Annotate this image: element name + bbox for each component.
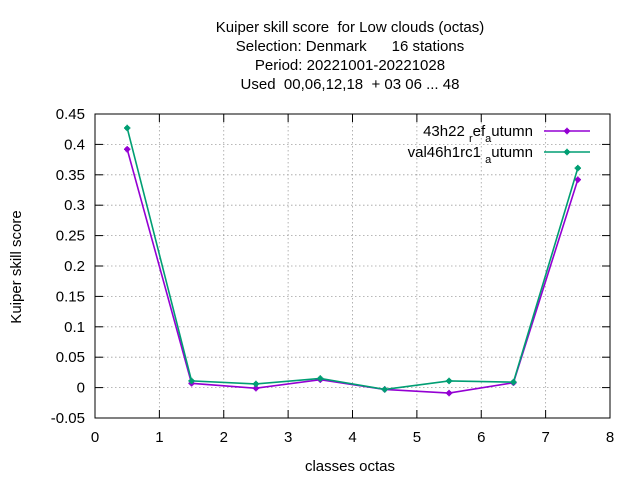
legend-label: 43h22 refautumn [423,123,533,145]
x-axis-label: classes octas [305,458,395,475]
y-tick-label: -0.05 [51,410,85,427]
y-tick-label: 0.25 [56,228,85,245]
legend-label-part: a [485,133,492,145]
x-tick-label: 4 [348,429,356,446]
legend-marker-dot [564,128,570,134]
x-tick-label: 3 [284,429,292,446]
x-tick-label: 6 [477,429,485,446]
y-tick-label: 0.4 [64,136,85,153]
legend-label-part: a [485,154,492,166]
y-tick-label: 0.45 [56,106,85,123]
y-tick-label: 0.05 [56,349,85,366]
data-point-dot [253,385,259,391]
title-line: Selection: Denmark 16 stations [236,38,464,55]
data-point-dot [124,146,130,152]
y-tick-label: 0.35 [56,167,85,184]
series-line [126,127,579,391]
x-tick-label: 5 [413,429,421,446]
data-point-dot [575,177,581,183]
y-axis-label: Kuiper skill score [8,210,25,323]
legend-label-part: utumn [491,123,533,140]
data-point-dot [188,378,195,384]
x-tick-label: 7 [541,429,549,446]
legend-label-part: utumn [491,144,533,161]
data-point-dot [510,379,517,385]
axes: 0 1 2 3 4 5 6 7 8 -0.05 0 0.05 0.1 0.15 0.2 0.25 0.3 0.35… [51,106,614,446]
data-point-dot [382,386,388,393]
legend-label-part: 43h22 [423,123,469,140]
data-point-dot [124,125,130,131]
y-tick-label: 0.1 [64,319,85,336]
series [123,124,582,397]
x-tick-label: 0 [91,429,99,446]
legend-label-part: val46h1rc1 [408,144,486,161]
y-tick-label: 0 [77,380,85,397]
y-tick-label: 0.3 [64,197,85,214]
legend-label-part: r [469,133,473,145]
data-point-dot [446,378,452,384]
series-2 [123,124,582,393]
x-tick-label: 2 [220,429,228,446]
data-point-dot [446,390,452,396]
data-point-dot [575,165,581,171]
chart-title: Kuiper skill score for Low clouds (octas… [216,19,484,93]
title-line: Kuiper skill score for Low clouds (octas… [216,19,484,36]
y-tick-label: 0.2 [64,258,85,275]
legend-label-part: ef [473,123,486,140]
x-tick-label: 8 [606,429,614,446]
legend-marker-dot [564,149,570,155]
legend-label: val46h1rc1 autumn [408,144,533,166]
x-tick-label: 1 [155,429,163,446]
y-tick-label: 0.15 [56,288,85,305]
data-point-dot [253,381,259,387]
title-line: Used 00,06,12,18 + 03 06 ... 48 [241,76,460,93]
grid [95,114,610,418]
title-line: Period: 20221001-20221028 [255,57,445,74]
data-point-dot [317,375,323,382]
